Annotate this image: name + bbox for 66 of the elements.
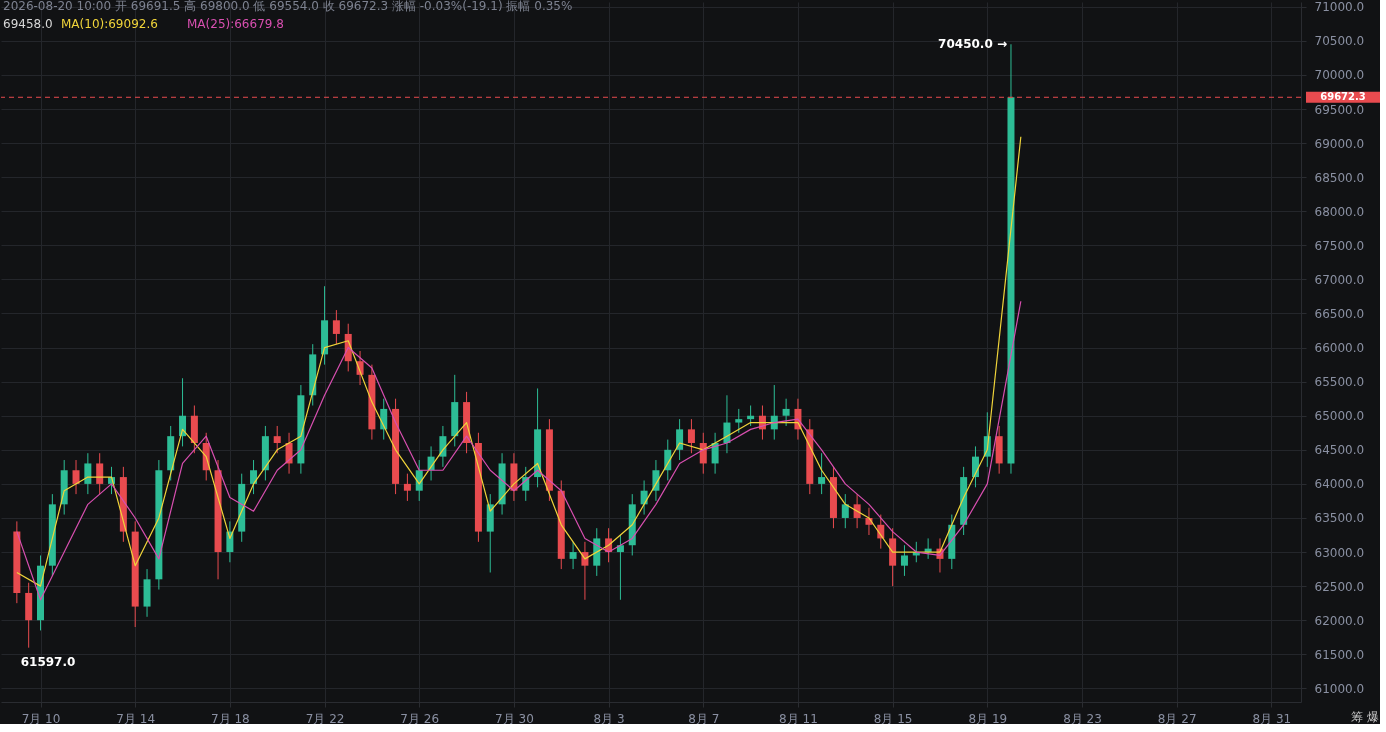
x-tick-label: 8月 23 xyxy=(1063,711,1102,726)
x-tick-label: 7月 14 xyxy=(116,711,156,726)
candlestick xyxy=(782,398,790,427)
x-tick-label: 8月 31 xyxy=(1252,711,1292,726)
y-tick-label: 65500.0 xyxy=(1314,375,1365,390)
candlestick xyxy=(84,452,92,495)
candlestick xyxy=(652,459,660,502)
candlestick xyxy=(853,493,861,529)
line-series xyxy=(16,300,1022,601)
y-tick-label: 62500.0 xyxy=(1314,579,1365,594)
ref-line-label: 69672.3 xyxy=(1320,91,1366,103)
candlestick xyxy=(616,534,624,601)
annotation: 61597.0 xyxy=(20,654,76,669)
text: 筹 爆 xyxy=(1351,710,1379,724)
y-tick-label: 69000.0 xyxy=(1314,136,1365,151)
line-series xyxy=(16,136,1022,587)
y-tick-label: 71000.0 xyxy=(1314,0,1365,15)
y-tick-label: 63000.0 xyxy=(1314,545,1365,560)
candlestick xyxy=(439,425,447,468)
candlestick xyxy=(900,544,908,577)
x-tick-label: 8月 15 xyxy=(873,711,913,726)
candlestick xyxy=(687,418,695,454)
y-tick-label: 69500.0 xyxy=(1314,102,1365,117)
candlestick xyxy=(735,408,743,434)
candlestick xyxy=(676,418,684,461)
text: MA(25):66679.8 xyxy=(187,17,284,31)
y-tick-label: 67000.0 xyxy=(1314,272,1365,287)
y-tick-label: 70500.0 xyxy=(1314,34,1365,49)
y-tick-label: 61000.0 xyxy=(1314,681,1365,696)
y-tick-label: 63500.0 xyxy=(1314,511,1365,526)
y-tick-label: 68000.0 xyxy=(1314,204,1365,219)
annotation: 2026-08-20 10:00 开 69691.5 高 69800.0 低 69554.0 收 69672.3 涨幅 -0.03%(-19.1) 振幅 0.35% xyxy=(3,0,573,13)
x-tick-label: 7月 22 xyxy=(305,711,345,726)
candlestick xyxy=(818,452,826,495)
text: MA(10):69092.6 xyxy=(61,17,158,31)
x-tick-label: 7月 10 xyxy=(21,711,61,726)
annotation: 70450.0 → xyxy=(938,37,1007,52)
y-tick-label: 61500.0 xyxy=(1314,647,1365,662)
candlestick xyxy=(250,459,258,495)
candlestick xyxy=(273,425,281,454)
y-tick-label: 62000.0 xyxy=(1314,613,1365,628)
candlestick xyxy=(72,459,80,495)
x-tick-label: 8月 27 xyxy=(1157,711,1197,726)
candlestick xyxy=(332,309,340,345)
x-tick-label: 8月 7 xyxy=(688,711,720,726)
y-tick-label: 68500.0 xyxy=(1314,170,1365,185)
y-tick-label: 70000.0 xyxy=(1314,68,1365,83)
annotation: 69458.0 xyxy=(3,17,53,31)
y-tick-label: 66000.0 xyxy=(1314,341,1365,356)
y-tick-label: 64500.0 xyxy=(1314,443,1365,458)
x-tick-label: 8月 11 xyxy=(779,711,818,726)
x-tick-label: 7月 30 xyxy=(495,711,534,726)
x-tick-label: 7月 26 xyxy=(400,711,440,726)
x-tick-label: 7月 18 xyxy=(211,711,250,726)
y-tick-label: 66500.0 xyxy=(1314,306,1365,321)
candlestick xyxy=(96,452,104,495)
candlestick xyxy=(841,493,849,529)
candlestick xyxy=(865,507,873,536)
y-tick-label: 64000.0 xyxy=(1314,477,1365,492)
candlestick xyxy=(522,466,530,502)
candlestick xyxy=(403,473,411,502)
x-tick-label: 8月 19 xyxy=(968,711,1008,726)
y-tick-label: 67500.0 xyxy=(1314,238,1365,253)
y-tick-label: 65000.0 xyxy=(1314,409,1365,424)
candlestick xyxy=(569,541,577,570)
x-tick-label: 8月 3 xyxy=(593,711,625,726)
